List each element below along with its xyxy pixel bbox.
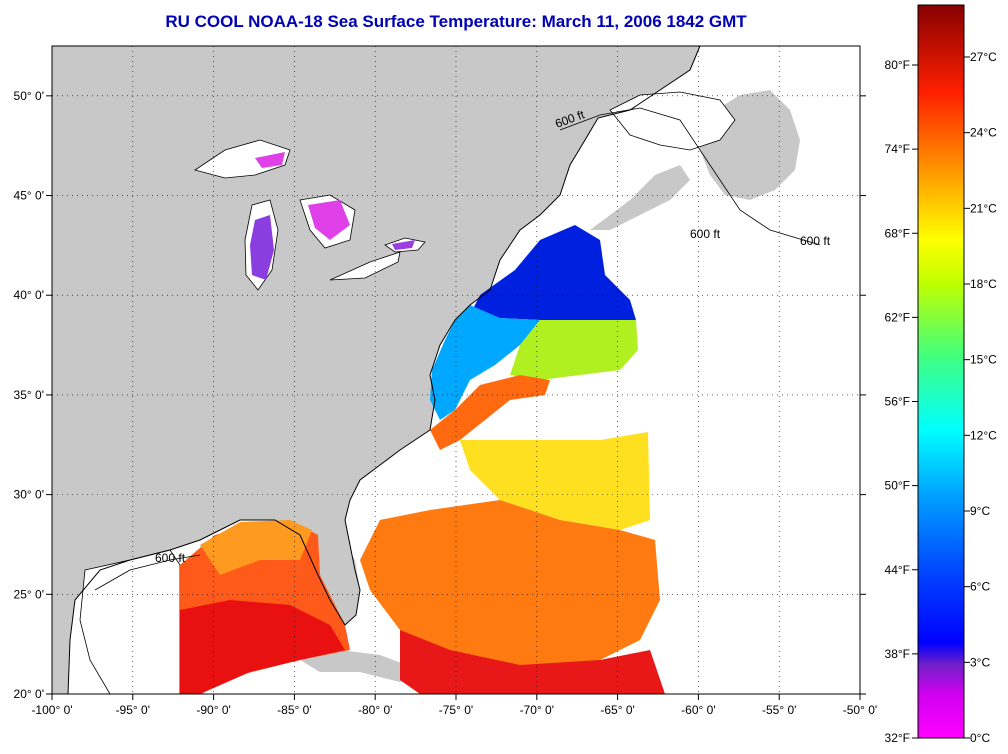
lat-tick-label: 40° 0'	[14, 288, 44, 302]
lon-tick-label: -95° 0'	[116, 703, 150, 717]
lat-tick-label: 30° 0'	[14, 488, 44, 502]
sst-sargasso	[460, 432, 650, 530]
colorbar-f-label: 38°F	[885, 647, 910, 661]
lon-tick-label: -60° 0'	[681, 703, 715, 717]
colorbar	[917, 4, 965, 739]
contour-600ft-gulf	[94, 554, 201, 591]
sst-gulf-south	[180, 600, 345, 694]
sst-gulf-stream	[430, 375, 550, 450]
colorbar-f-label: 44°F	[885, 563, 910, 577]
colorbar-c-label: 21°C	[970, 201, 997, 215]
colorbar-c-label: 3°C	[970, 655, 990, 669]
colorbar-c-label: 24°C	[970, 126, 997, 140]
colorbar-c-label: 15°C	[970, 353, 997, 367]
lon-tick-label: -75° 0'	[439, 703, 473, 717]
sst-caribbean	[400, 630, 665, 694]
lake-erie	[329, 251, 401, 281]
coastline	[67, 46, 701, 694]
colorbar-c-label: 27°C	[970, 50, 997, 64]
lon-tick-label: -65° 0'	[600, 703, 634, 717]
contour-label: 600 ft	[800, 234, 831, 248]
sst-gulf-of-maine	[470, 225, 636, 320]
lat-tick-label: 45° 0'	[14, 189, 44, 203]
colorbar-c-label: 0°C	[970, 731, 990, 745]
lon-tick-label: -50° 0'	[843, 703, 877, 717]
colorbar-c-label: 6°C	[970, 580, 990, 594]
colorbar-fahrenheit-scale: 80°F 74°F 68°F 62°F 56°F 50°F 44°F 38°F 32°F	[885, 58, 918, 745]
lake-ontario-sst	[392, 240, 415, 250]
lake-superior	[194, 139, 291, 179]
lon-tick-label: -55° 0'	[762, 703, 796, 717]
sst-gulf-north	[200, 520, 312, 575]
colorbar-c-label: 18°C	[970, 277, 997, 291]
longitude-axis: -100° 0' -95° 0' -90° 0' -85° 0' -80° 0' -75°…	[31, 694, 877, 717]
colorbar-f-label: 32°F	[885, 731, 910, 745]
sst-southeast	[360, 500, 660, 670]
contour-600ft	[559, 107, 821, 246]
lat-tick-label: 50° 0'	[14, 89, 44, 103]
lon-tick-label: -100° 0'	[31, 703, 72, 717]
colorbar-c-label: 12°C	[970, 428, 997, 442]
lon-tick-label: -85° 0'	[277, 703, 311, 717]
land-north-america	[52, 46, 700, 694]
lake-michigan-sst	[250, 215, 274, 280]
colorbar-celsius-scale: 27°C 24°C 21°C 18°C 15°C 12°C 9°C 6°C 3°C 0°C	[964, 50, 997, 745]
colorbar-f-label: 56°F	[885, 395, 910, 409]
colorbar-c-label: 9°C	[970, 504, 990, 518]
lat-tick-label: 20° 0'	[14, 687, 44, 701]
colorbar-f-label: 62°F	[885, 310, 910, 324]
latitude-axis: 20° 0' 25° 0' 30° 0' 35° 0' 40° 0' 45° 0' 50° …	[14, 89, 866, 701]
lon-tick-label: -70° 0'	[520, 703, 554, 717]
lon-tick-label: -90° 0'	[196, 703, 230, 717]
sst-shelf	[430, 305, 540, 420]
land-labrador	[609, 91, 736, 151]
lon-tick-label: -80° 0'	[358, 703, 392, 717]
colorbar-f-label: 68°F	[885, 226, 910, 240]
sst-slope	[510, 320, 638, 380]
contour-label: 600 ft	[690, 227, 721, 241]
land-maritimes	[590, 165, 690, 230]
lat-tick-label: 25° 0'	[14, 587, 44, 601]
lake-huron-sst	[308, 200, 350, 240]
contour-label: 600 ft	[155, 551, 186, 565]
graticule	[52, 46, 860, 694]
colorbar-f-label: 80°F	[885, 58, 910, 72]
colorbar-f-label: 74°F	[885, 142, 910, 156]
map-title: RU COOL NOAA-18 Sea Surface Temperature:…	[165, 12, 747, 31]
colorbar-f-label: 50°F	[885, 479, 910, 493]
lat-tick-label: 35° 0'	[14, 388, 44, 402]
lake-superior-sst	[255, 152, 285, 168]
